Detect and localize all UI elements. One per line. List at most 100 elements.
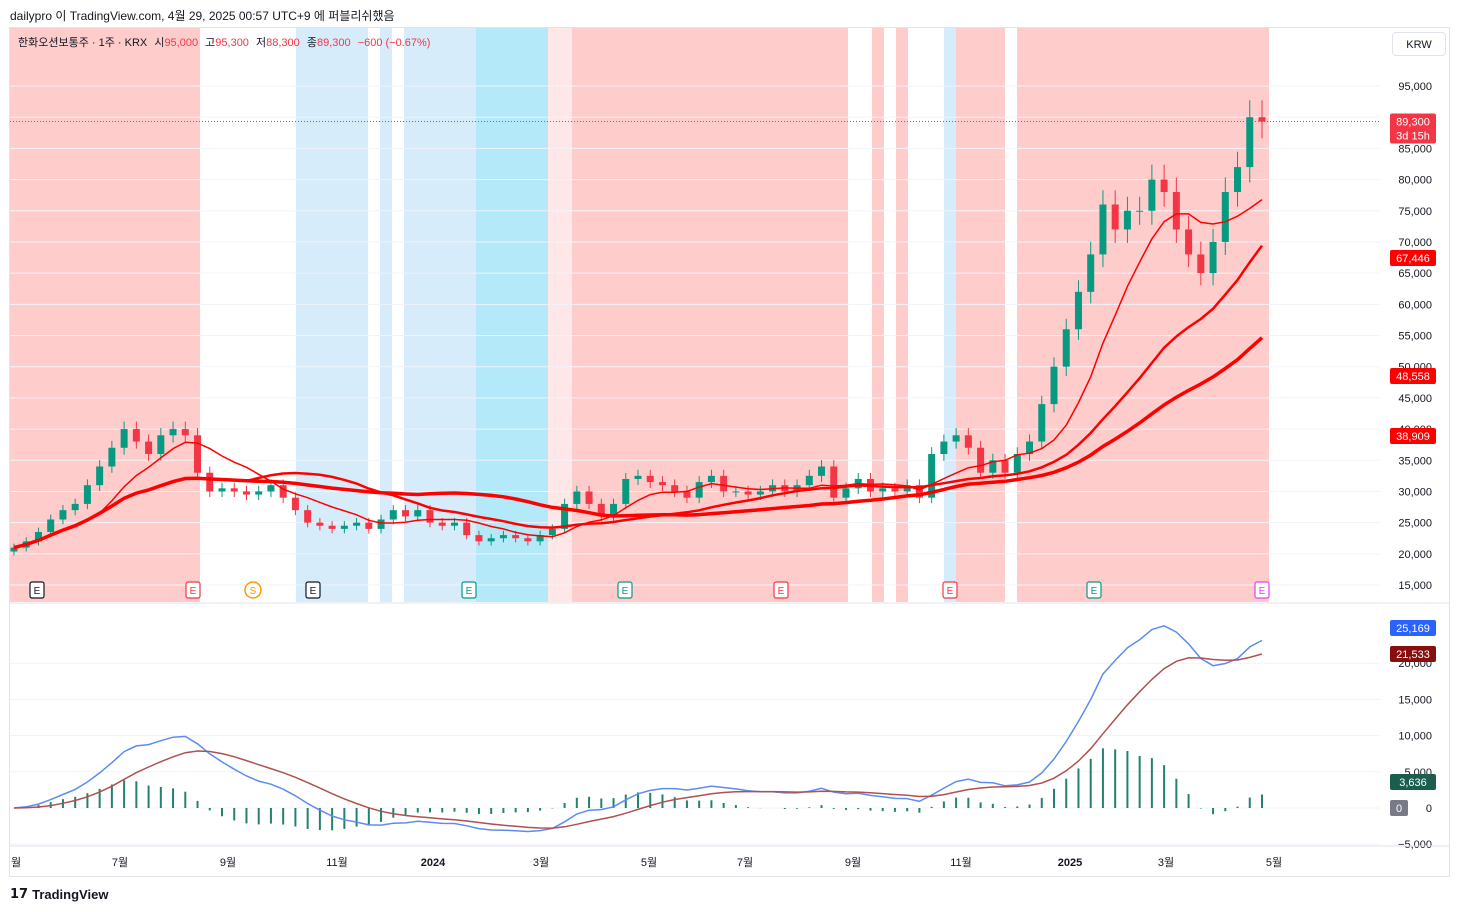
y-tick-label: 75,000 [1398, 206, 1432, 218]
y-tick-label: 25,000 [1398, 518, 1432, 530]
y-tick-label: 60,000 [1398, 299, 1432, 311]
candle-body [707, 475, 715, 483]
y-tick-label: 55,000 [1398, 331, 1432, 343]
x-tick-label: 9월 [220, 856, 236, 869]
candle-body [695, 482, 703, 498]
candle-body [1221, 192, 1229, 242]
candle-body [830, 466, 838, 498]
price-label: 67,446 [1396, 253, 1430, 265]
candle-body [475, 535, 483, 542]
candle-body [157, 435, 165, 455]
candle-body [1172, 192, 1180, 230]
candle-body [242, 491, 250, 495]
x-tick-label: 3월 [1158, 856, 1174, 869]
tradingview-logo-icon: 𝟭𝟳 [10, 886, 29, 901]
x-tick-label: 월 [11, 856, 21, 869]
candle-body [316, 522, 324, 526]
background-band [404, 28, 476, 602]
low-label: 저 [256, 37, 267, 49]
x-tick-label: 2025 [1058, 857, 1082, 869]
candle-body [610, 503, 618, 517]
currency-button[interactable]: KRW [1392, 32, 1446, 56]
candle-body [952, 435, 960, 442]
candle-body [1038, 404, 1046, 442]
candle-body [915, 485, 923, 498]
candle-body [1050, 366, 1058, 405]
event-marker [617, 581, 633, 599]
candle-body [1234, 167, 1242, 193]
candle-body [10, 547, 18, 552]
event-marker [305, 581, 321, 599]
y-tick-label: 30,000 [1398, 486, 1432, 498]
candle-body [1099, 204, 1107, 255]
candle-body [964, 435, 972, 448]
macd-label-box [1390, 774, 1436, 790]
high-label: 고 [205, 37, 216, 49]
candle-body [218, 488, 226, 492]
candle-body [1026, 441, 1034, 455]
candle-body [426, 510, 434, 523]
candle-body [928, 454, 936, 498]
candle-body [487, 538, 495, 542]
price-label-box [1390, 428, 1436, 444]
symbol-legend: 한화오션보통주 · 1주 · KRX 시95,000 고95,300 저88,3… [18, 34, 430, 50]
footer-brand[interactable]: 𝟭𝟳 TradingView [10, 886, 108, 902]
countdown-label: 3d 15h [1396, 131, 1430, 143]
candle-body [47, 519, 55, 532]
candle-body [891, 488, 899, 492]
background-band [896, 28, 908, 602]
candle-body [805, 475, 813, 486]
publish-caption: dailypro 이 TradingView.com, 4월 29, 2025 … [10, 9, 395, 23]
x-tick-label: 7월 [112, 856, 128, 869]
candle-body [463, 522, 471, 536]
candle-body [181, 429, 189, 436]
candle-body [206, 472, 214, 492]
candle-body [450, 522, 458, 526]
event-marker [1086, 581, 1102, 599]
candle-body [1001, 460, 1009, 473]
macd-line [13, 624, 1263, 833]
background-band [872, 28, 884, 602]
y-tick-label: 95,000 [1398, 81, 1432, 93]
event-marker-label: E [34, 586, 41, 597]
candle-body [1185, 229, 1193, 255]
candle-body [59, 510, 67, 520]
y-tick-label: 35,000 [1398, 455, 1432, 467]
candle-body [818, 466, 826, 476]
price-label: 89,300 [1396, 117, 1430, 129]
y-tick-label: 15,000 [1398, 694, 1432, 706]
event-marker-label: E [1259, 586, 1266, 597]
candle-body [230, 488, 238, 492]
candle-body [989, 460, 997, 473]
event-marker-label: S [250, 586, 257, 597]
background-band [956, 28, 1005, 602]
candle-body [683, 491, 691, 498]
candle-body [34, 531, 42, 542]
event-marker-label: E [310, 586, 317, 597]
event-marker-label: E [466, 586, 473, 597]
moving-average-line [13, 198, 1263, 549]
background-band [548, 28, 572, 602]
candle-body [512, 535, 520, 539]
candle-body [720, 475, 728, 492]
event-marker-label: E [778, 586, 785, 597]
candle-body [145, 441, 153, 455]
candle-body [536, 535, 544, 542]
event-marker [1254, 581, 1270, 599]
candle-body [1246, 117, 1254, 168]
price-label-box [1390, 250, 1436, 266]
y-tick-label: 0 [1426, 803, 1432, 815]
candle-body [879, 488, 887, 492]
candle-body [96, 466, 104, 486]
candle-body [83, 485, 91, 504]
candle-body [340, 525, 348, 529]
open-value: 95,000 [164, 37, 199, 49]
event-marker-label: E [1091, 586, 1098, 597]
candle-body [634, 475, 642, 479]
footer-brand-text: TradingView [32, 886, 109, 902]
candle-body [414, 510, 422, 517]
candle-body [622, 478, 630, 504]
event-marker-label: E [190, 586, 197, 597]
event-marker-label: E [622, 586, 629, 597]
